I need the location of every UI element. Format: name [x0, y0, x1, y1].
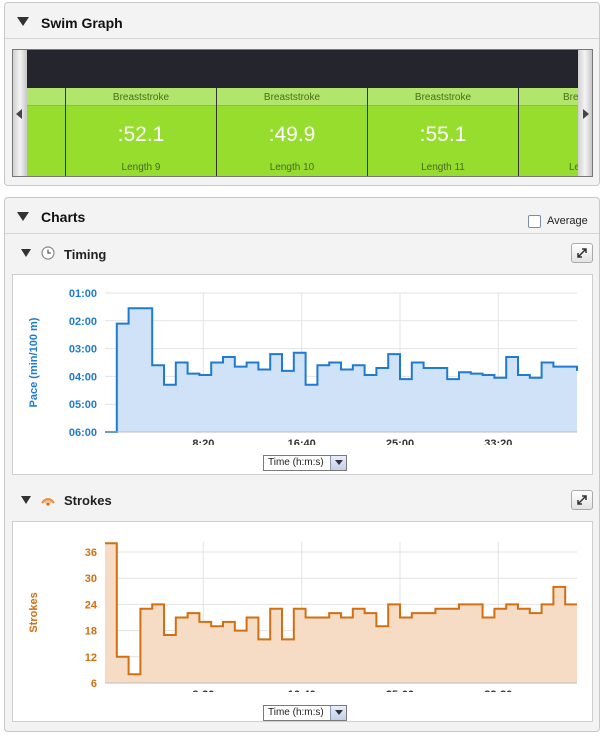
- arrow-left-icon: [16, 109, 22, 119]
- series-line: [105, 542, 577, 676]
- y-tick-label: 03:00: [69, 344, 97, 356]
- y-tick-label: 30: [85, 573, 97, 585]
- lane-time: :49.9: [268, 123, 316, 146]
- timing-expand-button[interactable]: [571, 243, 593, 263]
- scroll-left-button[interactable]: [13, 50, 27, 176]
- timing-title: Timing: [64, 247, 107, 262]
- collapse-triangle-icon[interactable]: [21, 249, 31, 257]
- timing-x-axis-select[interactable]: Time (h:m:s): [263, 455, 347, 471]
- swim-graph-header[interactable]: Swim Graph: [5, 3, 599, 39]
- lane-time: :52.1: [117, 123, 165, 146]
- y-tick-label: 05:00: [69, 399, 97, 411]
- x-tick-label: 25:00: [386, 689, 414, 692]
- charts-header[interactable]: Charts Average: [5, 198, 599, 234]
- y-tick-label: 18: [85, 626, 97, 638]
- swim-icon: [41, 498, 55, 506]
- collapse-triangle-icon[interactable]: [17, 212, 29, 221]
- average-checkbox[interactable]: [528, 215, 541, 228]
- y-tick-label: 36: [85, 547, 97, 559]
- timing-chart[interactable]: 01:00 02:00 03:00 04:00 05:00 06:00 8:20 16:40 2…: [13, 275, 592, 445]
- lane-length-9[interactable]: Breaststroke :52.1 Length 9: [65, 88, 216, 176]
- x-tick-label: 8:20: [192, 689, 214, 692]
- lane-stroke: Breaststroke: [112, 92, 170, 103]
- strokes-expand-button[interactable]: [571, 490, 593, 510]
- y-tick-label: 12: [85, 652, 97, 664]
- collapse-triangle-icon[interactable]: [21, 496, 31, 504]
- x-tick-label: 16:40: [288, 438, 316, 445]
- y-tick-label: 6: [91, 678, 97, 690]
- x-tick-label: 33:20: [484, 689, 512, 692]
- scroll-right-button[interactable]: [578, 50, 592, 176]
- dropdown-arrow-icon: [330, 706, 346, 720]
- lane-length-label: Length 10: [269, 162, 315, 173]
- lane-time: :55.1: [419, 123, 467, 146]
- x-tick-label: 16:40: [288, 689, 316, 692]
- y-axis-label: Pace (min/100 m): [28, 317, 40, 407]
- arrow-right-icon: [583, 109, 589, 119]
- strokes-chart-box: 6 12 18 24 30 36 8:20 16:40 25:00 33:20 Strokes Ti…: [12, 521, 593, 722]
- lane-length-label: Length 11: [421, 162, 465, 173]
- strokes-chart[interactable]: 6 12 18 24 30 36 8:20 16:40 25:00 33:20 Strokes: [13, 522, 592, 692]
- expand-icon: [577, 495, 587, 505]
- strokes-subheader[interactable]: Strokes: [5, 482, 599, 516]
- x-tick-label: 33:20: [484, 438, 512, 445]
- select-value: Time (h:m:s): [268, 707, 324, 718]
- collapse-triangle-icon[interactable]: [17, 17, 29, 26]
- lane-stroke: Breaststroke: [263, 92, 321, 103]
- x-tick-label: 8:20: [192, 438, 214, 445]
- x-tick-label: 25:00: [386, 438, 414, 445]
- strokes-title: Strokes: [64, 493, 112, 508]
- strokes-x-axis-select[interactable]: Time (h:m:s): [263, 705, 347, 721]
- dropdown-arrow-icon: [330, 456, 346, 470]
- charts-panel: Charts Average Timing 01:00 02:00 03:00 04:…: [4, 197, 600, 732]
- expand-icon: [577, 248, 587, 258]
- series-line: [105, 307, 578, 433]
- y-tick-label: 04:00: [69, 371, 97, 383]
- y-tick-label: 01:00: [69, 288, 97, 300]
- swim-graph-panel: Swim Graph e Breaststroke :52.1 Length 9…: [4, 2, 600, 186]
- y-axis-label: Strokes: [28, 592, 40, 632]
- y-tick-label: 06:00: [69, 427, 97, 439]
- lane-length-11[interactable]: Breaststroke :55.1 Length 11: [367, 88, 518, 176]
- clock-icon: [41, 246, 55, 260]
- timing-subheader[interactable]: Timing: [5, 235, 599, 269]
- y-tick-label: 24: [85, 599, 98, 611]
- charts-title: Charts: [41, 209, 86, 225]
- timing-chart-box: 01:00 02:00 03:00 04:00 05:00 06:00 8:20 16:40 2…: [12, 274, 593, 475]
- average-label: Average: [547, 215, 588, 227]
- lane-stroke: Brea: [563, 92, 585, 103]
- lane-length-label: Length 9: [121, 162, 161, 173]
- lane-stroke: Breaststroke: [414, 92, 472, 103]
- y-tick-label: 02:00: [69, 316, 97, 328]
- lane-length-10[interactable]: Breaststroke :49.9 Length 10: [216, 88, 367, 176]
- select-value: Time (h:m:s): [268, 457, 324, 468]
- swim-graph-title: Swim Graph: [41, 15, 123, 31]
- swim-graph-strip[interactable]: e Breaststroke :52.1 Length 9 Breaststro…: [12, 49, 593, 177]
